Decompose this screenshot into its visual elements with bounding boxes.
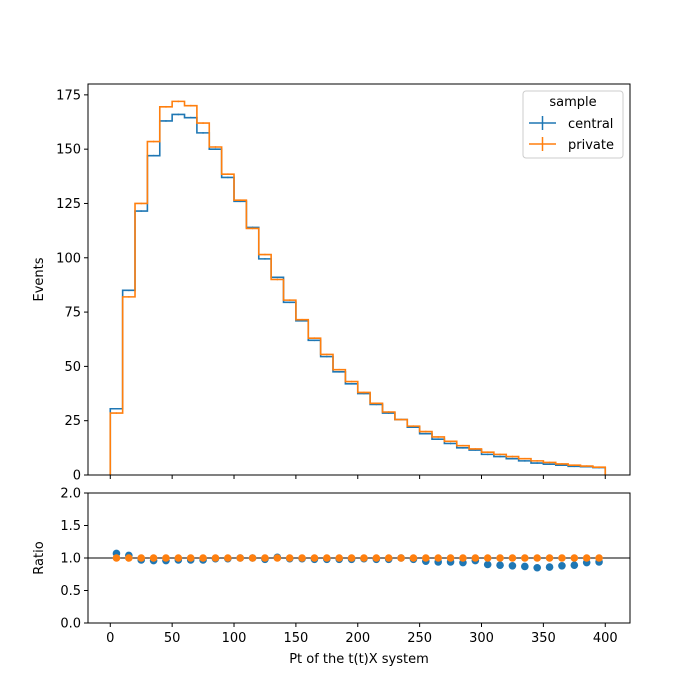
ratio-point-central (496, 561, 504, 569)
ratio-point-private (248, 554, 257, 562)
legend-title: sample (549, 95, 596, 110)
ratio-y-tick-label: 1.0 (60, 552, 81, 567)
ratio-point-private (496, 554, 504, 562)
main-histograms (109, 100, 607, 475)
ratio-point-private (372, 554, 381, 562)
ratio-point-private (558, 554, 566, 562)
ratio-point-private (199, 554, 207, 562)
ratio-point-private (112, 554, 121, 562)
ratio-point-private (459, 554, 467, 562)
legend: sample central private (522, 90, 624, 159)
main-y-tick-label: 150 (56, 143, 81, 158)
ratio-point-private (582, 554, 591, 562)
ratio-point-private (360, 554, 368, 562)
ratio-panel: 0.0 0.5 1.0 1.5 2.0 0 50 100 150 200 250 300 350 400… (32, 487, 631, 667)
main-y-tick-label: 50 (64, 360, 81, 375)
ratio-point-central (533, 563, 541, 572)
main-plot-frame (87, 83, 631, 476)
ratio-point-private (323, 554, 331, 562)
main-y-axis-label: Events (32, 257, 47, 301)
legend-label-central: central (568, 117, 613, 132)
ratio-y-axis: 0.0 0.5 1.0 1.5 2.0 (60, 487, 88, 632)
ratio-point-private (236, 554, 245, 562)
ratio-point-private (125, 554, 133, 562)
ratio-point-private (211, 554, 220, 562)
ratio-point-central (545, 563, 554, 571)
ratio-point-private (422, 554, 430, 562)
legend-box (522, 90, 624, 159)
ratio-point-private (521, 554, 529, 562)
ratio-x-axis: 0 50 100 150 200 250 300 350 400 (106, 623, 618, 646)
ratio-point-central (483, 560, 492, 569)
legend-entry-central: central (529, 116, 613, 132)
legend-label-private: private (568, 138, 614, 153)
main-y-tick-label: 125 (56, 197, 81, 212)
x-tick-label: 300 (469, 631, 494, 646)
x-tick-label: 100 (222, 631, 247, 646)
main-y-tick-label: 100 (56, 251, 81, 266)
ratio-point-private (310, 554, 319, 562)
x-tick-label: 150 (283, 631, 308, 646)
ratio-y-tick-label: 2.0 (60, 487, 81, 502)
ratio-point-private (384, 554, 393, 562)
ratio-point-central (521, 562, 529, 571)
ratio-point-private (285, 554, 294, 562)
x-tick-label: 0 (106, 631, 114, 646)
main-y-tick-label: 75 (64, 306, 81, 321)
ratio-point-private (137, 554, 146, 562)
x-axis-label: Pt of the t(t)X system (289, 652, 429, 667)
ratio-point-private (162, 554, 170, 562)
ratio-y-axis-label: Ratio (32, 541, 47, 574)
ratio-point-private (397, 554, 405, 562)
ratio-point-private (273, 554, 282, 562)
x-tick-label: 200 (345, 631, 370, 646)
x-tick-label: 350 (531, 631, 556, 646)
histogram-central (109, 113, 607, 475)
ratio-point-private (434, 554, 442, 562)
ratio-point-private (508, 554, 517, 562)
ratio-point-private (446, 554, 455, 562)
ratio-y-tick-label: 0.5 (60, 584, 81, 599)
ratio-point-private (545, 554, 554, 562)
ratio-point-private (471, 554, 480, 562)
legend-entry-private: private (529, 137, 614, 153)
x-tick-label: 250 (407, 631, 432, 646)
ratio-point-private (335, 554, 344, 562)
x-tick-label: 400 (593, 631, 618, 646)
ratio-point-private (409, 554, 418, 562)
main-x-ticks (109, 475, 606, 479)
main-y-tick-label: 25 (64, 414, 81, 429)
ratio-point-private (186, 554, 195, 562)
ratio-y-tick-label: 0.0 (60, 617, 81, 632)
ratio-point-private (149, 554, 158, 562)
ratio-point-private (483, 554, 492, 562)
main-y-tick-label: 0 (73, 469, 81, 484)
ratio-point-central (558, 562, 566, 570)
ratio-point-central (508, 562, 517, 570)
ratio-point-private (570, 554, 579, 562)
ratio-markers (112, 549, 603, 572)
x-tick-label: 50 (164, 631, 181, 646)
main-panel: 0 25 50 75 100 125 150 175 Events sample centra… (32, 83, 631, 484)
main-y-axis: 0 25 50 75 100 125 150 175 (56, 88, 88, 484)
ratio-point-private (224, 554, 232, 562)
main-y-tick-label: 175 (56, 88, 81, 103)
ratio-point-private (347, 554, 356, 562)
ratio-y-tick-label: 1.5 (60, 519, 81, 534)
ratio-point-central (570, 561, 579, 569)
ratio-point-private (298, 554, 306, 562)
ratio-point-private (533, 554, 541, 562)
ratio-point-private (595, 554, 603, 562)
ratio-point-private (174, 554, 183, 562)
ratio-point-private (261, 554, 269, 562)
